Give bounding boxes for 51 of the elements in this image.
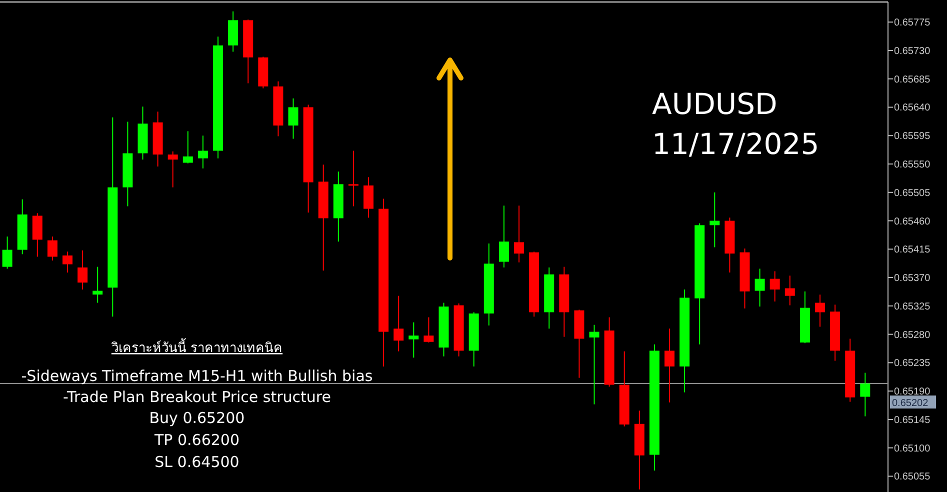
y-tick-label: 0.65325 <box>894 301 931 312</box>
candlestick <box>198 135 208 169</box>
candlestick <box>860 372 870 417</box>
candlestick <box>47 236 58 262</box>
candlestick <box>364 176 374 218</box>
text: 11/17/2025 <box>652 127 820 161</box>
y-tick-label: 0.65460 <box>894 216 931 228</box>
y-tick-label: 0.65055 <box>894 472 931 483</box>
candlestick <box>288 98 298 140</box>
y-tick-label: 0.65595 <box>894 131 931 142</box>
candlestick <box>784 275 795 306</box>
candlestick <box>770 270 780 302</box>
candlestick <box>348 150 358 207</box>
candlestick <box>168 150 178 188</box>
candlestick <box>408 322 419 358</box>
candlestick <box>664 328 674 403</box>
annotation: -Trade Plan Breakout Price structure <box>62 388 332 406</box>
candlestick <box>62 251 72 273</box>
candlestick <box>2 236 12 270</box>
candlestick <box>710 192 720 248</box>
annotation: วิเคราะห์วันนี้ ราคาทางเทคนิค <box>110 338 283 356</box>
ref-line-label: 0.65202 <box>892 398 929 410</box>
y-tick-label: 0.65145 <box>894 414 931 426</box>
annotation: Buy 0.65200 <box>149 409 245 427</box>
annotation: TP 0.66200 <box>153 431 240 449</box>
candlestick <box>589 324 600 405</box>
y-tick-label: 0.65640 <box>894 102 931 114</box>
text: AUDUSD <box>652 87 778 121</box>
candlestick <box>424 316 434 344</box>
candlestick <box>182 130 193 164</box>
y-tick-label: 0.65235 <box>894 358 931 370</box>
candlestick <box>514 205 524 263</box>
y-tick-label: 0.65100 <box>894 443 931 454</box>
y-tick-label: 0.65505 <box>894 188 931 199</box>
candlestick <box>32 212 42 258</box>
y-tick-label: 0.65550 <box>894 160 931 170</box>
annotation: -Sideways Timeframe M15-H1 with Bullish bias <box>21 367 373 385</box>
y-tick-label: 0.65415 <box>894 244 931 256</box>
y-tick-label: 0.65685 <box>894 74 931 86</box>
y-tick-label: 0.65190 <box>894 386 931 398</box>
candlestick <box>815 294 825 328</box>
y-tick-label: 0.65775 <box>894 18 931 29</box>
candlestick <box>498 205 509 268</box>
candlestick <box>78 250 88 290</box>
candlestick <box>394 295 404 352</box>
candlestick <box>754 268 765 308</box>
annotation: SL 0.64500 <box>154 453 240 471</box>
y-tick-label: 0.65370 <box>894 273 931 284</box>
y-tick-label: 0.65280 <box>894 330 931 341</box>
y-tick-label: 0.65730 <box>894 46 931 57</box>
candlestick <box>92 266 103 304</box>
